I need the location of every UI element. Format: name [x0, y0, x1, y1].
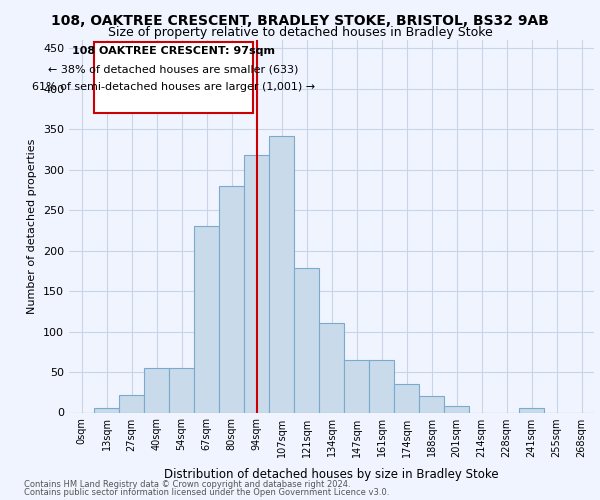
Text: Contains HM Land Registry data © Crown copyright and database right 2024.: Contains HM Land Registry data © Crown c…	[24, 480, 350, 489]
X-axis label: Distribution of detached houses by size in Bradley Stoke: Distribution of detached houses by size …	[164, 468, 499, 481]
Bar	[419, 396, 444, 412]
Bar	[444, 406, 469, 412]
Bar	[319, 324, 344, 412]
Text: 61% of semi-detached houses are larger (1,001) →: 61% of semi-detached houses are larger (…	[32, 82, 315, 92]
Bar	[219, 186, 244, 412]
Bar	[344, 360, 369, 412]
Text: ← 38% of detached houses are smaller (633): ← 38% of detached houses are smaller (63…	[48, 64, 299, 74]
Bar	[369, 360, 394, 412]
Text: Size of property relative to detached houses in Bradley Stoke: Size of property relative to detached ho…	[107, 26, 493, 39]
Bar	[144, 368, 169, 412]
Bar	[169, 368, 194, 412]
Text: 108, OAKTREE CRESCENT, BRADLEY STOKE, BRISTOL, BS32 9AB: 108, OAKTREE CRESCENT, BRADLEY STOKE, BR…	[51, 14, 549, 28]
Text: 108 OAKTREE CRESCENT: 97sqm: 108 OAKTREE CRESCENT: 97sqm	[72, 46, 275, 56]
Bar	[119, 394, 144, 412]
Bar	[244, 155, 269, 412]
Bar	[519, 408, 544, 412]
Bar	[94, 408, 119, 412]
Bar	[269, 136, 294, 412]
Bar	[294, 268, 319, 412]
Text: Contains public sector information licensed under the Open Government Licence v3: Contains public sector information licen…	[24, 488, 389, 497]
Y-axis label: Number of detached properties: Number of detached properties	[28, 138, 37, 314]
Bar	[394, 384, 419, 412]
FancyBboxPatch shape	[94, 42, 253, 113]
Bar	[194, 226, 219, 412]
